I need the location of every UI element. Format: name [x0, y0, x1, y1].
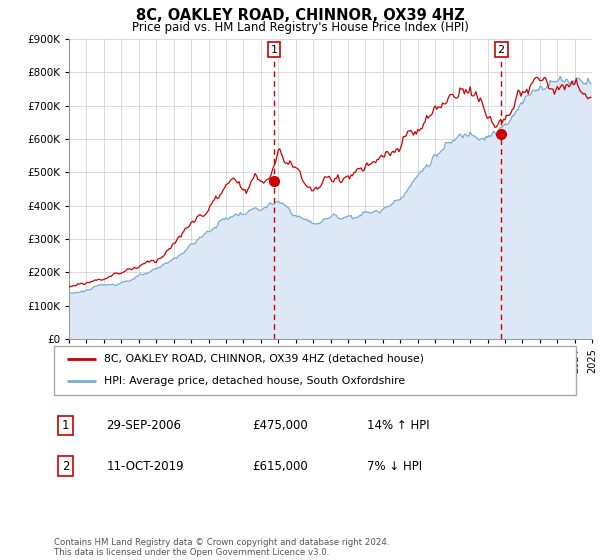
Text: 1: 1: [271, 45, 277, 55]
Text: £615,000: £615,000: [253, 460, 308, 473]
Text: 8C, OAKLEY ROAD, CHINNOR, OX39 4HZ: 8C, OAKLEY ROAD, CHINNOR, OX39 4HZ: [136, 8, 464, 24]
Text: 7% ↓ HPI: 7% ↓ HPI: [367, 460, 422, 473]
Text: 2: 2: [497, 45, 505, 55]
Text: 8C, OAKLEY ROAD, CHINNOR, OX39 4HZ (detached house): 8C, OAKLEY ROAD, CHINNOR, OX39 4HZ (deta…: [104, 354, 424, 364]
Text: Contains HM Land Registry data © Crown copyright and database right 2024.
This d: Contains HM Land Registry data © Crown c…: [54, 538, 389, 557]
Text: 2: 2: [62, 460, 69, 473]
Text: HPI: Average price, detached house, South Oxfordshire: HPI: Average price, detached house, Sout…: [104, 376, 405, 386]
Text: 14% ↑ HPI: 14% ↑ HPI: [367, 419, 430, 432]
Text: 11-OCT-2019: 11-OCT-2019: [106, 460, 184, 473]
FancyBboxPatch shape: [54, 346, 576, 395]
Text: Price paid vs. HM Land Registry's House Price Index (HPI): Price paid vs. HM Land Registry's House …: [131, 21, 469, 34]
Text: 29-SEP-2006: 29-SEP-2006: [106, 419, 181, 432]
Text: £475,000: £475,000: [253, 419, 308, 432]
Text: 1: 1: [62, 419, 69, 432]
